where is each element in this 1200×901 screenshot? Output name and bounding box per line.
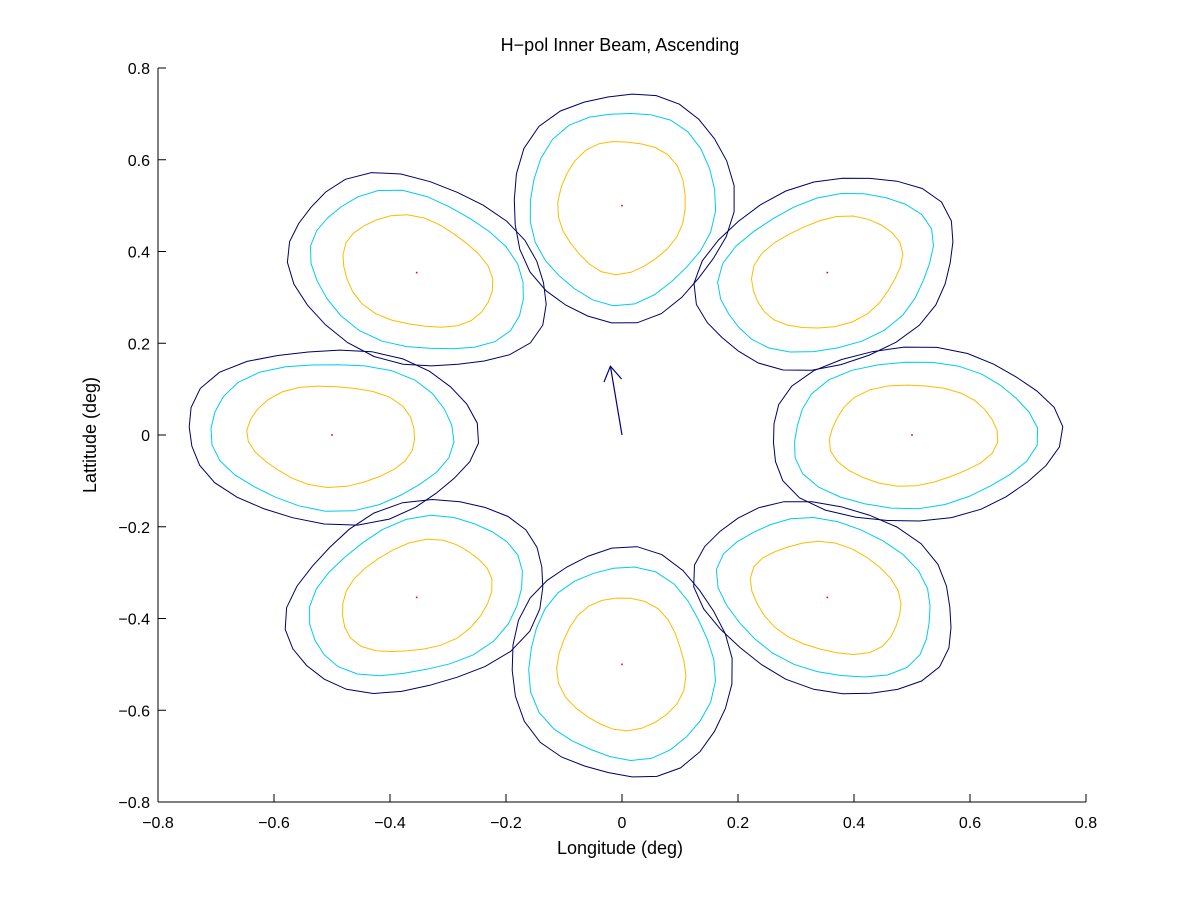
beam-center-marker (331, 434, 333, 436)
contour-outer (513, 93, 735, 324)
contour-outer (188, 349, 480, 526)
beam-contours (286, 172, 547, 367)
contour-inner (557, 140, 686, 276)
contour-inner (556, 597, 687, 732)
plot-area (188, 93, 1064, 778)
contour-outer (693, 177, 954, 371)
y-tick-label: 0.8 (128, 61, 150, 78)
x-tick-label: −0.6 (258, 815, 290, 832)
beam-center-marker (826, 271, 829, 274)
arrow-head (603, 365, 623, 383)
beam-center-marker (415, 271, 418, 274)
contour-inner (750, 215, 904, 329)
x-ticks: −0.8 −0.6 −0.4 −0.2 0 0.2 0.4 0.6 0.8 (142, 794, 1097, 832)
direction-arrow (603, 365, 623, 436)
beam-contours (693, 501, 952, 695)
contour-middle (309, 189, 524, 350)
y-tick-label: −0.4 (118, 612, 150, 629)
contour-middle (210, 364, 455, 512)
x-tick-label: 0 (618, 815, 627, 832)
contour-outer (511, 546, 733, 778)
beam-contours (513, 93, 735, 324)
beam-contours (511, 546, 733, 778)
beam-center-marker (415, 596, 418, 599)
contour-middle (309, 514, 523, 677)
chart-title: H−pol Inner Beam, Ascending (501, 35, 740, 55)
y-tick-label: −0.8 (118, 795, 150, 812)
x-tick-label: −0.8 (142, 815, 174, 832)
contour-inner (828, 384, 999, 487)
contour-outer (284, 498, 544, 695)
y-tick-label: 0 (141, 428, 150, 445)
contour-middle (717, 192, 935, 353)
x-tick-label: 0.8 (1075, 815, 1097, 832)
contour-middle (529, 112, 717, 307)
x-tick-label: −0.2 (490, 815, 522, 832)
x-tick-label: 0.2 (727, 815, 749, 832)
contour-middle (528, 566, 717, 762)
contour-middle (794, 361, 1039, 510)
y-axis-label: Lattitude (deg) (80, 377, 100, 493)
y-tick-label: −0.2 (118, 520, 150, 537)
contour-inner (341, 538, 493, 653)
beam-center-marker (911, 434, 913, 436)
x-axis-label: Longitude (deg) (557, 838, 683, 858)
contour-outer (286, 172, 547, 367)
contour-inner (749, 540, 902, 656)
beam-contours (693, 177, 954, 371)
beam-contours (188, 349, 480, 526)
y-tick-label: 0.2 (128, 336, 150, 353)
x-tick-label: 0.6 (959, 815, 981, 832)
beam-center-marker (621, 663, 623, 666)
beam-contours (284, 498, 544, 695)
y-tick-label: 0.4 (128, 245, 150, 262)
contour-outer (693, 501, 952, 695)
x-tick-label: 0.4 (843, 815, 865, 832)
y-ticks: −0.8 −0.6 −0.4 −0.2 0 0.2 0.4 0.6 0.8 (118, 61, 166, 812)
contour-middle (715, 516, 931, 678)
y-tick-label: 0.6 (128, 153, 150, 170)
beam-center-marker (621, 204, 623, 207)
arrow-shaft (609, 366, 623, 436)
contour-inner (246, 385, 416, 489)
contour-inner (342, 214, 494, 328)
contour-outer (772, 346, 1064, 522)
beam-contours (772, 346, 1064, 522)
y-tick-label: −0.6 (118, 703, 150, 720)
beam-center-marker (826, 596, 829, 599)
x-tick-label: −0.4 (374, 815, 406, 832)
